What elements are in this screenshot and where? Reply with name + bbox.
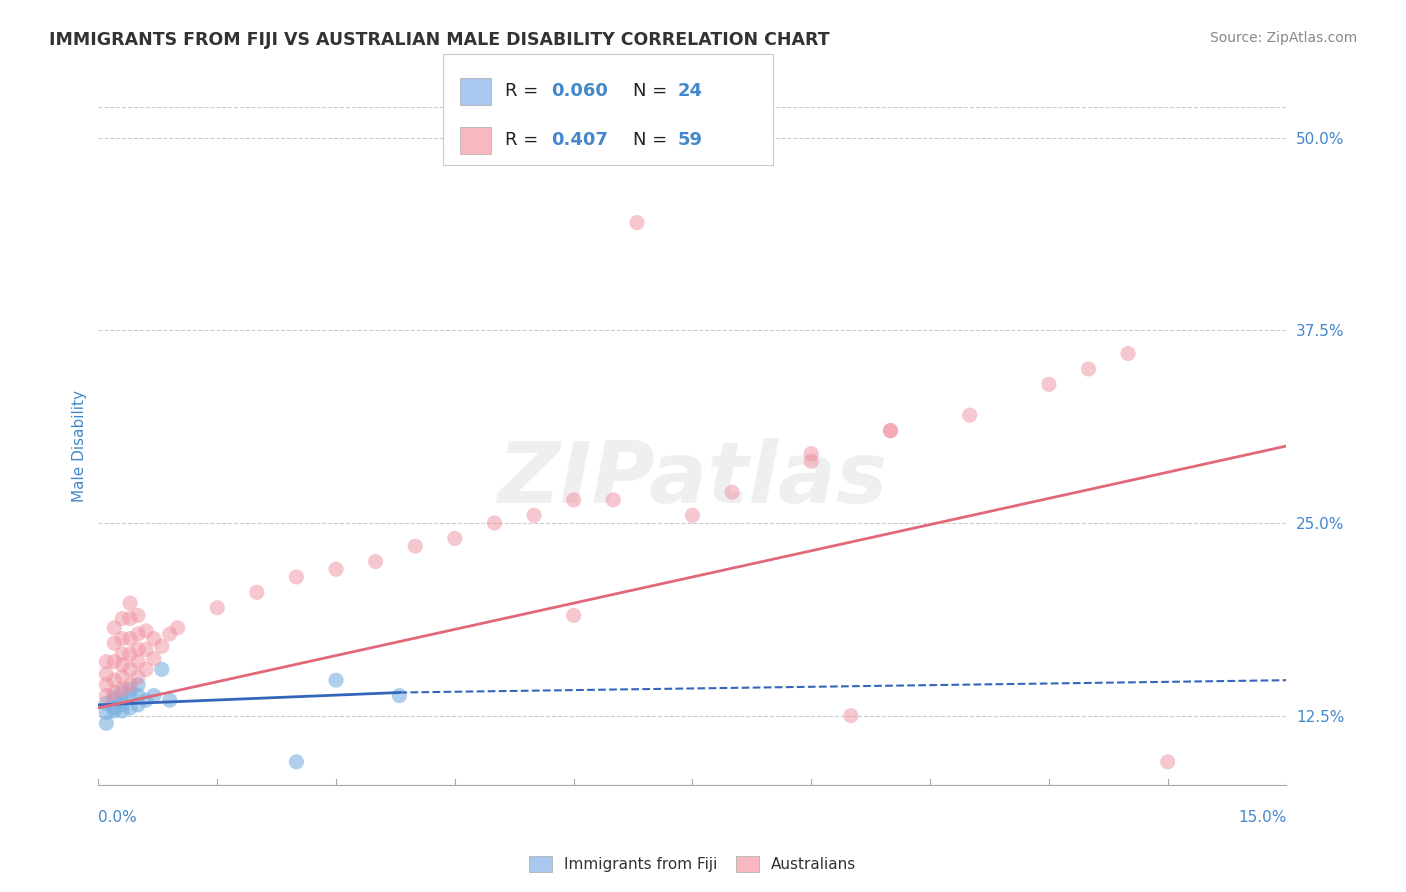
Point	[96, 706, 118, 720]
Point	[682, 508, 704, 523]
Point	[159, 627, 181, 641]
Y-axis label: Male Disability: Male Disability	[72, 390, 87, 502]
Point	[120, 611, 142, 625]
Point	[879, 424, 901, 438]
Point	[325, 562, 347, 576]
Point	[103, 690, 125, 705]
Point	[879, 424, 901, 438]
Point	[120, 647, 142, 661]
Point	[1116, 346, 1139, 360]
Point	[444, 532, 467, 546]
Point	[135, 662, 157, 676]
Point	[959, 408, 981, 422]
Text: 0.0%: 0.0%	[98, 810, 138, 824]
Point	[142, 689, 165, 703]
Text: N =: N =	[633, 82, 672, 101]
Point	[800, 447, 823, 461]
Point	[103, 655, 125, 669]
Point	[96, 689, 118, 703]
Point	[166, 621, 188, 635]
Point	[246, 585, 269, 599]
Point	[127, 698, 149, 712]
Point	[135, 624, 157, 638]
Point	[127, 627, 149, 641]
Point	[127, 655, 149, 669]
Point	[111, 647, 134, 661]
Point	[150, 662, 173, 676]
Point	[111, 685, 134, 699]
Legend: Immigrants from Fiji, Australians: Immigrants from Fiji, Australians	[529, 856, 856, 872]
Point	[207, 600, 229, 615]
Point	[111, 670, 134, 684]
Text: 0.407: 0.407	[551, 131, 607, 150]
Point	[111, 611, 134, 625]
Point	[96, 655, 118, 669]
Text: Source: ZipAtlas.com: Source: ZipAtlas.com	[1209, 31, 1357, 45]
Point	[562, 492, 585, 507]
Point	[1038, 377, 1060, 392]
Point	[103, 673, 125, 688]
Point	[120, 678, 142, 692]
Point	[602, 492, 624, 507]
Point	[111, 698, 134, 712]
Point	[96, 678, 118, 692]
Point	[111, 657, 134, 672]
Point	[127, 608, 149, 623]
Text: R =: R =	[505, 131, 544, 150]
Point	[142, 651, 165, 665]
Point	[839, 708, 862, 723]
Point	[721, 485, 744, 500]
Point	[135, 642, 157, 657]
Text: ZIPatlas: ZIPatlas	[498, 438, 887, 522]
Point	[388, 689, 411, 703]
Point	[103, 636, 125, 650]
Point	[800, 454, 823, 468]
Point	[135, 693, 157, 707]
Point	[103, 685, 125, 699]
Point	[103, 621, 125, 635]
Point	[103, 704, 125, 718]
Point	[142, 632, 165, 646]
Point	[111, 682, 134, 697]
Point	[103, 693, 125, 707]
Point	[127, 678, 149, 692]
Point	[127, 670, 149, 684]
Point	[111, 693, 134, 707]
Point	[96, 716, 118, 731]
Text: 15.0%: 15.0%	[1239, 810, 1286, 824]
Point	[1077, 362, 1099, 376]
Point	[96, 696, 118, 710]
Point	[325, 673, 347, 688]
Point	[120, 662, 142, 676]
Point	[120, 632, 142, 646]
Point	[96, 667, 118, 681]
Point	[127, 642, 149, 657]
Text: R =: R =	[505, 82, 544, 101]
Point	[285, 755, 308, 769]
Point	[1156, 755, 1178, 769]
Point	[120, 596, 142, 610]
Text: IMMIGRANTS FROM FIJI VS AUSTRALIAN MALE DISABILITY CORRELATION CHART: IMMIGRANTS FROM FIJI VS AUSTRALIAN MALE …	[49, 31, 830, 49]
Point	[404, 539, 426, 553]
Point	[111, 632, 134, 646]
Text: 0.060: 0.060	[551, 82, 607, 101]
Text: 24: 24	[678, 82, 703, 101]
Point	[285, 570, 308, 584]
Point	[127, 689, 149, 703]
Point	[150, 640, 173, 654]
Text: 59: 59	[678, 131, 703, 150]
Point	[103, 701, 125, 715]
Point	[562, 608, 585, 623]
Point	[120, 689, 142, 703]
Point	[120, 701, 142, 715]
Point	[120, 682, 142, 697]
Point	[523, 508, 546, 523]
Point	[111, 704, 134, 718]
Text: N =: N =	[633, 131, 672, 150]
Point	[484, 516, 506, 530]
Point	[159, 693, 181, 707]
Point	[364, 555, 387, 569]
Point	[626, 216, 648, 230]
